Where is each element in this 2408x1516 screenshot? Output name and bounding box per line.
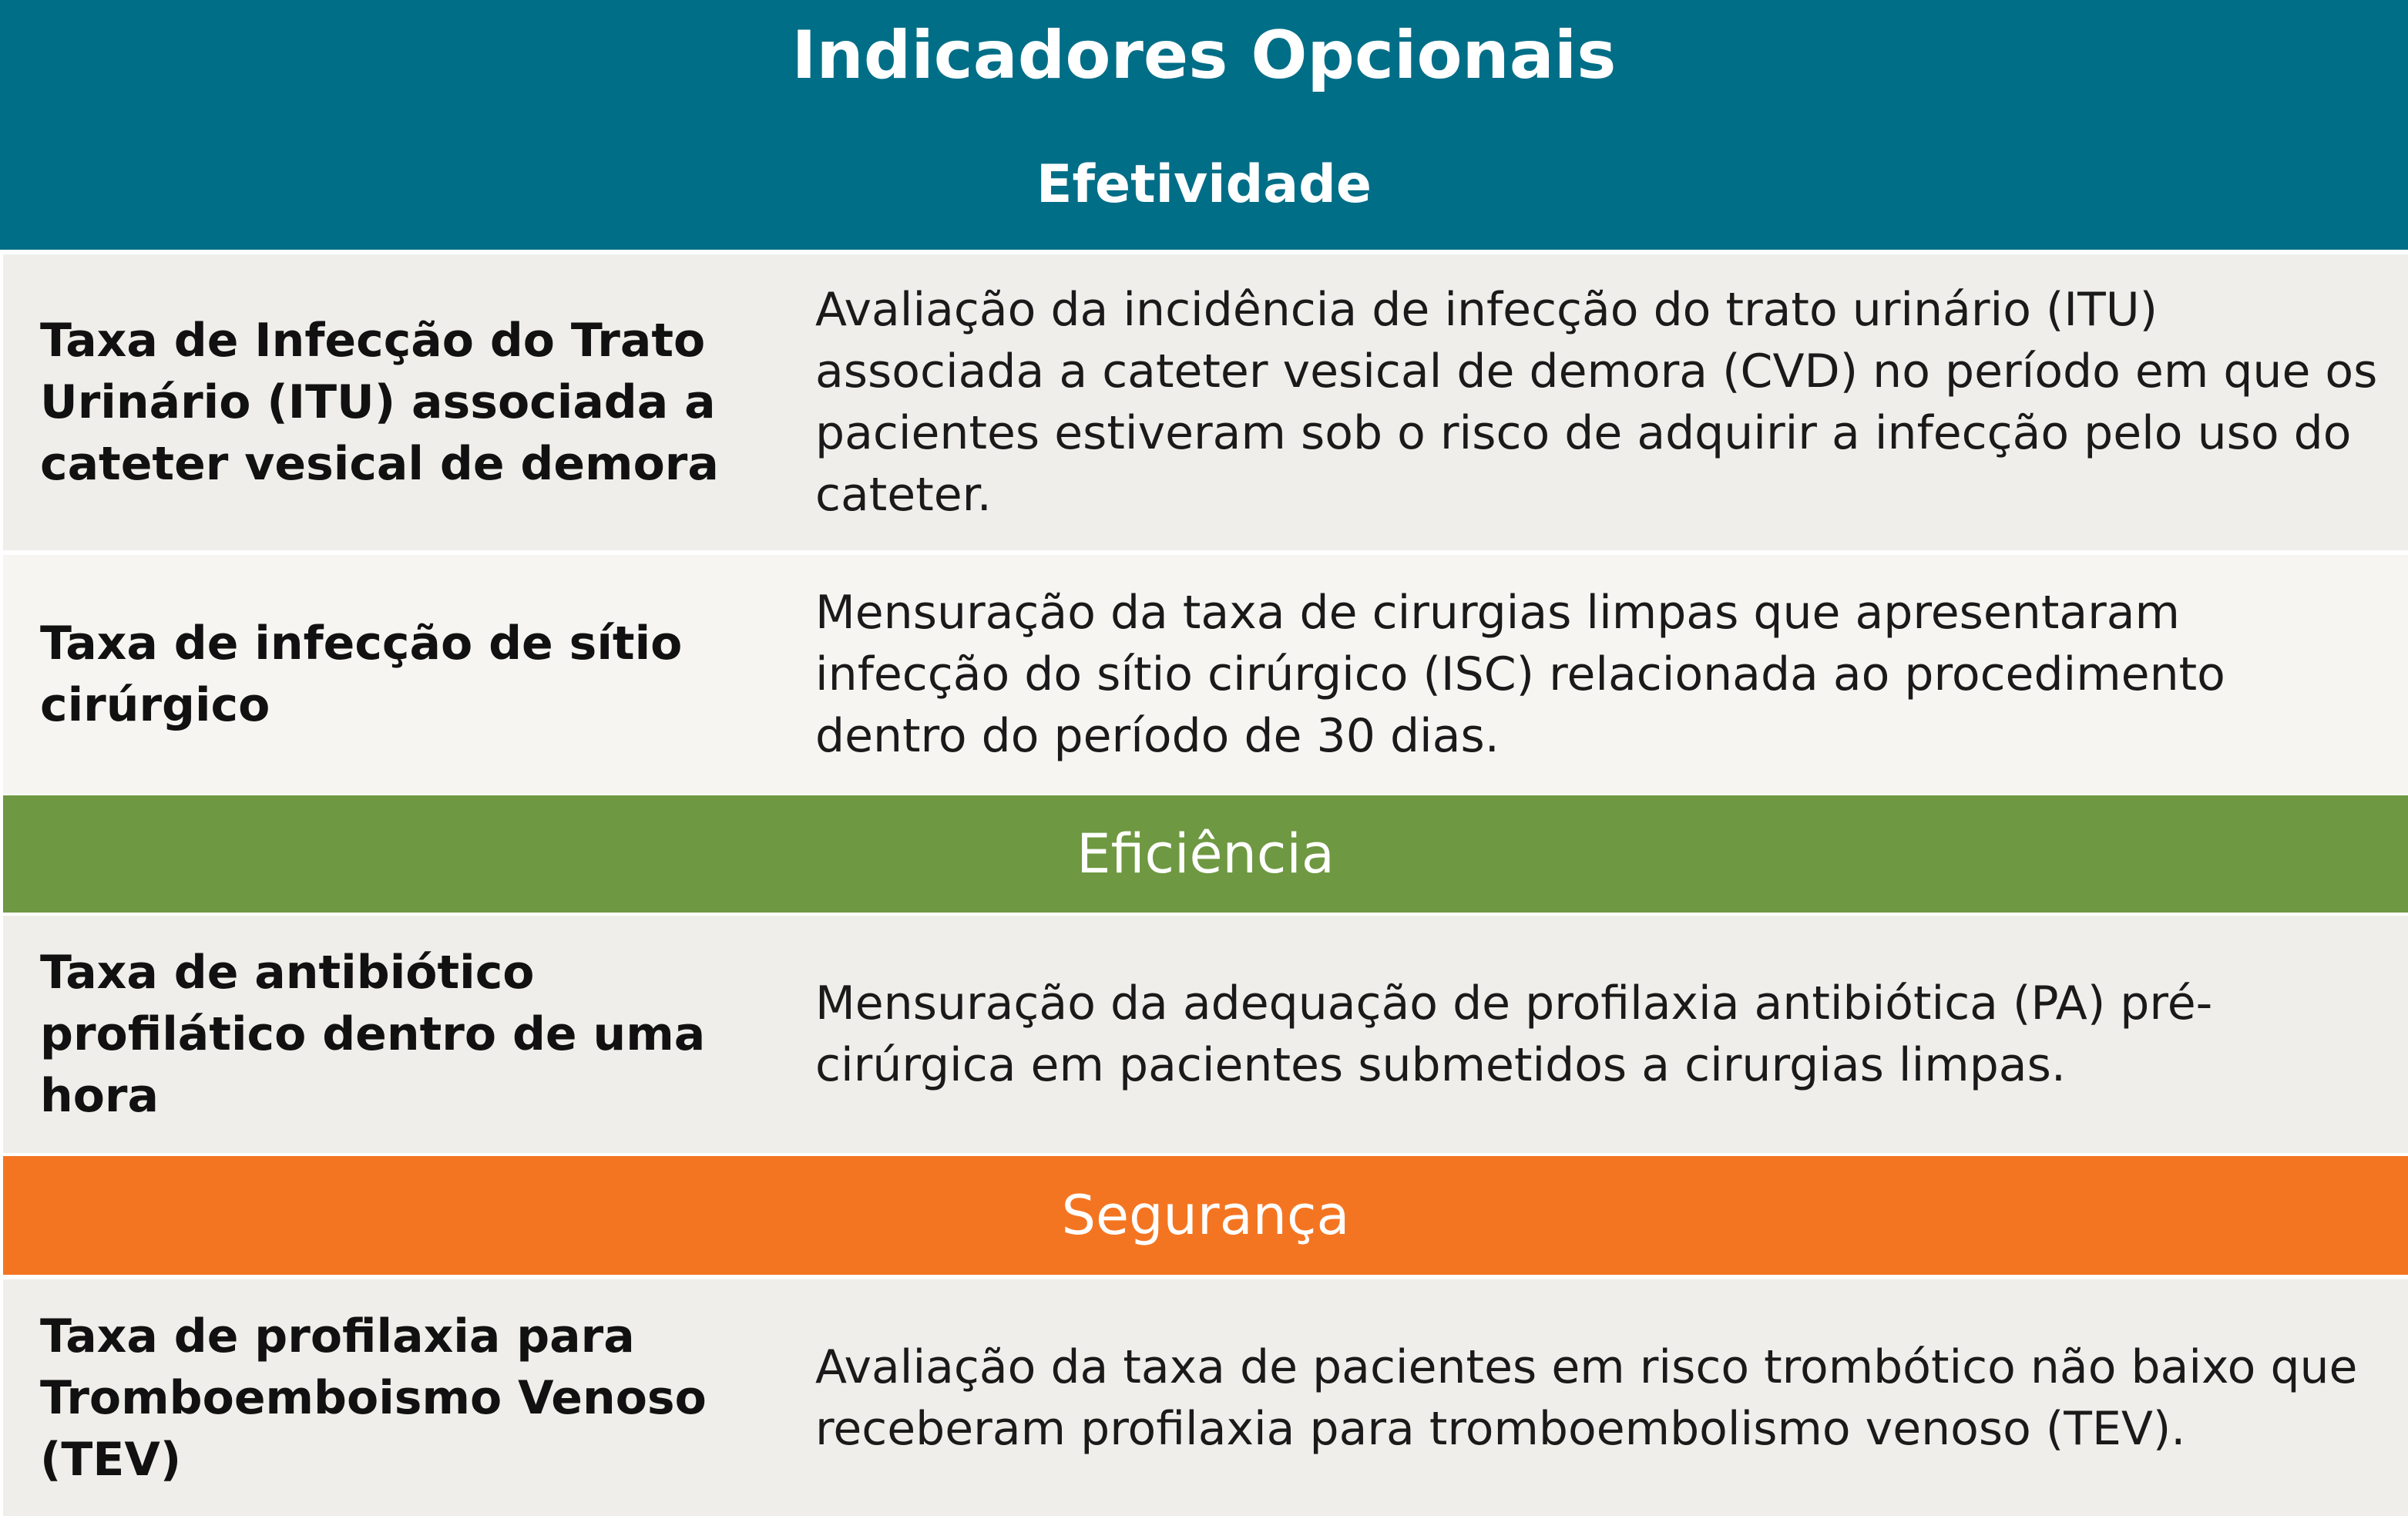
- indicator-name: Taxa de antibiótico profilático dentro d…: [40, 946, 706, 1123]
- table-row: Taxa de antibiótico profilático dentro d…: [3, 916, 2408, 1153]
- table-row: Taxa de Infecção do Trato Urinário (ITU)…: [3, 254, 2408, 550]
- section-heading-efetividade: Efetividade: [1036, 154, 1372, 215]
- indicator-description: Mensuração da adequação de profilaxia an…: [778, 916, 2408, 1153]
- page-title: Indicadores Opcionais: [791, 17, 1617, 94]
- indicator-description: Avaliação da incidência de infecção do t…: [778, 254, 2408, 550]
- section-heading-seguranca: Segurança: [3, 1156, 2408, 1275]
- section-heading-eficiencia: Eficiência: [3, 795, 2408, 913]
- table-row: Taxa de infecção de sítio cirúrgico Mens…: [3, 555, 2408, 794]
- indicator-name: Taxa de Infecção do Trato Urinário (ITU)…: [40, 314, 719, 491]
- indicator-description: Mensuração da taxa de cirurgias limpas q…: [778, 555, 2408, 794]
- table-row: Taxa de profilaxia para Tromboemboismo V…: [3, 1279, 2408, 1516]
- indicator-name: Taxa de profilaxia para Tromboemboismo V…: [40, 1309, 707, 1487]
- indicator-name: Taxa de infecção de sítio cirúrgico: [40, 617, 683, 732]
- indicator-description: Avaliação da taxa de pacientes em risco …: [778, 1279, 2408, 1516]
- table-header: Indicadores Opcionais Efetividade: [0, 0, 2408, 250]
